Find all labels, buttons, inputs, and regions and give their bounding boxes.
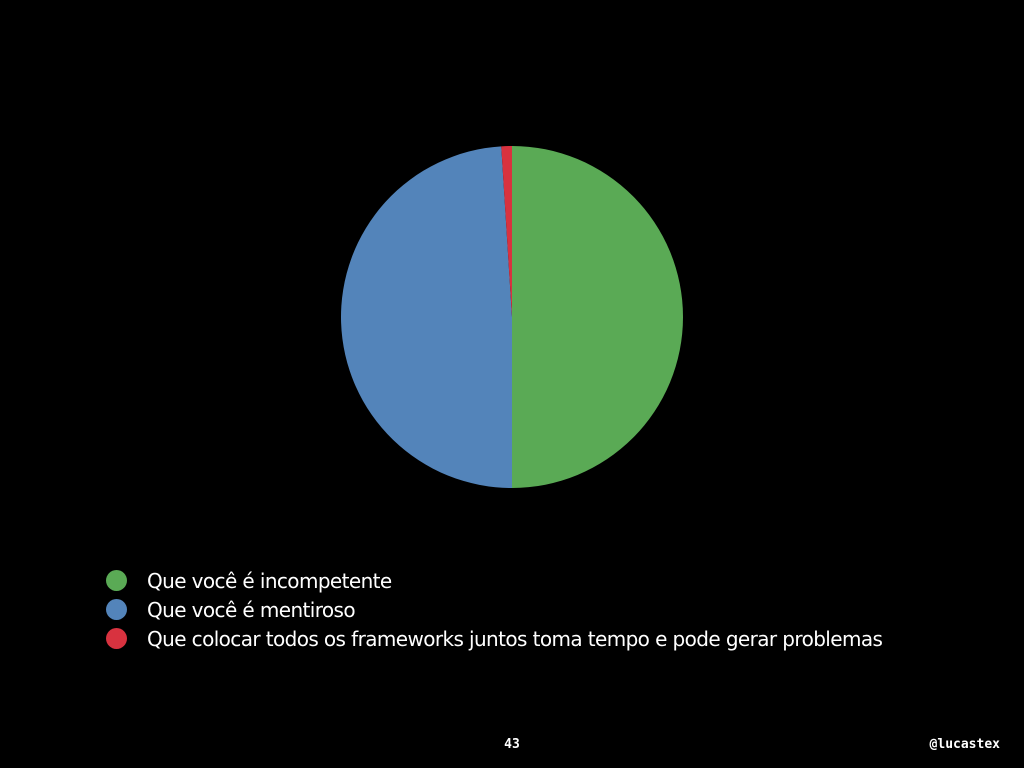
legend-swatch-blue (106, 599, 127, 620)
legend-label: Que colocar todos os frameworks juntos t… (147, 626, 883, 651)
legend-label: Que você é incompetente (147, 568, 392, 593)
slice-mentiroso (340, 146, 512, 488)
legend-label: Que você é mentiroso (147, 597, 356, 622)
legend-swatch-green (106, 570, 127, 591)
slice-frameworks (501, 146, 512, 317)
legend-item-frameworks: Que colocar todos os frameworks juntos t… (106, 624, 883, 653)
page-number: 43 (504, 737, 520, 752)
author-handle: @lucastex (929, 737, 1000, 752)
legend-swatch-red (106, 628, 127, 649)
legend-item-incompetente: Que você é incompetente (106, 566, 882, 595)
legend-item-mentiroso: Que você é mentiroso (106, 595, 882, 624)
chart-legend: Que você é incompetente Que você é menti… (106, 566, 883, 653)
slice-incompetente (512, 146, 683, 488)
